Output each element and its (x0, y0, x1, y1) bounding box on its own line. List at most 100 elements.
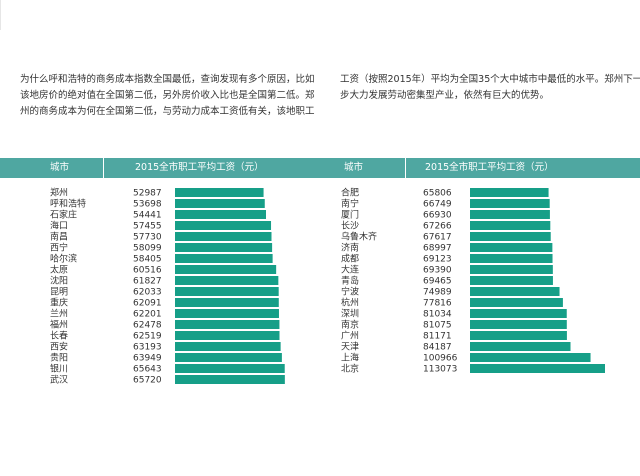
wage-value-label: 84187 (423, 343, 452, 353)
wage-bar (175, 331, 280, 340)
intro-line: 工资（按照2015年）平均为全国35个大中城市中最低的水平。郑州下一 (340, 74, 640, 85)
wage-bar (175, 243, 273, 252)
top-rule (0, 0, 640, 30)
wage-value-label: 68997 (423, 244, 452, 254)
wage-bar (470, 232, 551, 241)
wage-bar (470, 331, 567, 340)
wage-bar (175, 364, 285, 373)
wage-bar (175, 276, 279, 285)
intro-line: 该地房价的绝对值在全国第二低，另外房价收入比也是全国第二低。郑 (20, 90, 315, 101)
wage-value-label: 57730 (133, 233, 162, 243)
wage-value-label: 81075 (423, 321, 452, 331)
wage-bar (470, 309, 567, 318)
city-label: 石家庄 (50, 209, 77, 221)
wage-value-label: 62033 (133, 288, 162, 298)
city-label: 深圳 (341, 309, 359, 320)
wage-bar (470, 199, 550, 208)
intro-line: 步大力发展劳动密集型产业，依然有巨大的优势。 (340, 90, 550, 101)
wage-value-label: 52987 (133, 189, 162, 199)
intro-paragraph-right: 工资（按照2015年）平均为全国35个大中城市中最低的水平。郑州下一 步大力发展… (340, 72, 640, 104)
city-label: 宁波 (341, 286, 359, 298)
city-label: 贵阳 (50, 352, 68, 364)
wage-value-label: 77816 (423, 299, 452, 309)
city-label: 重庆 (50, 297, 68, 309)
wage-bar (175, 232, 272, 241)
wage-value-label: 69123 (423, 255, 452, 265)
wage-value-label: 62478 (133, 321, 162, 331)
wage-bar (470, 243, 553, 252)
wage-value-label: 69390 (423, 266, 452, 276)
wage-bar (470, 265, 553, 274)
wage-value-label: 62519 (133, 332, 162, 342)
wage-value-label: 65720 (133, 376, 162, 386)
city-label: 南宁 (341, 198, 359, 210)
wage-bar (175, 188, 264, 197)
header-wage-right: 2015全市职工平均工资（元） (425, 162, 554, 173)
wage-bar (470, 276, 553, 285)
wage-value-label: 67266 (423, 222, 452, 232)
wage-value-label: 81171 (423, 332, 452, 342)
intro-paragraph-left: 为什么呼和浩特的商务成本指数全国最低，查询发现有多个原因，比如 该地房价的绝对值… (20, 72, 320, 120)
city-label: 武汉 (50, 374, 68, 386)
wage-value-label: 66749 (423, 200, 452, 210)
header-divider (103, 158, 104, 178)
city-label: 海口 (50, 220, 68, 232)
city-label: 济南 (341, 242, 359, 254)
wage-bar (470, 298, 563, 307)
wage-value-label: 58405 (133, 255, 162, 265)
header-city-right: 城市 (344, 162, 364, 173)
wage-value-label: 61827 (133, 277, 162, 287)
city-label: 呼和浩特 (50, 198, 86, 210)
city-label: 沈阳 (50, 275, 68, 287)
city-label: 南昌 (50, 231, 68, 243)
header-wage-left: 2015全市职工平均工资（元） (135, 162, 264, 173)
header-city-left: 城市 (50, 162, 70, 173)
wage-value-label: 62091 (133, 299, 162, 309)
wage-bar (470, 254, 553, 263)
wage-bar (470, 353, 591, 362)
wage-bar (175, 287, 279, 296)
city-label: 兰州 (50, 308, 68, 320)
wage-value-label: 69465 (423, 277, 452, 287)
intro-line: 州的商务成本为何在全国第二低，与劳动力成本工资低有关，该地职工 (20, 106, 315, 117)
city-label: 上海 (341, 352, 359, 364)
wage-bar (175, 210, 266, 219)
wage-value-label: 54441 (133, 211, 162, 221)
wage-value-label: 58099 (133, 244, 162, 254)
city-label: 南京 (341, 319, 359, 331)
wage-value-label: 74989 (423, 288, 452, 298)
wage-bar (175, 320, 280, 329)
wage-bar (470, 221, 551, 230)
city-label: 杭州 (341, 297, 359, 309)
city-label: 银川 (50, 363, 68, 375)
wage-value-label: 62201 (133, 310, 162, 320)
wage-value-label: 66930 (423, 211, 452, 221)
wage-bar (175, 375, 285, 384)
wage-value-label: 53698 (133, 200, 162, 210)
wage-value-label: 57455 (133, 222, 162, 232)
header-divider (405, 158, 406, 178)
wage-bar (470, 320, 567, 329)
city-label: 乌鲁木齐 (341, 231, 377, 243)
city-label: 厦门 (341, 209, 359, 221)
city-label: 哈尔滨 (50, 253, 77, 265)
city-label: 大连 (341, 264, 359, 276)
wage-value-label: 100966 (423, 354, 458, 364)
wage-bar (470, 287, 560, 296)
intro-line: 为什么呼和浩特的商务成本指数全国最低，查询发现有多个原因，比如 (20, 74, 315, 85)
wage-bar (470, 364, 605, 373)
wage-bar (175, 199, 265, 208)
wage-value-label: 65806 (423, 189, 452, 199)
city-label: 广州 (341, 330, 359, 342)
city-label: 郑州 (50, 187, 68, 199)
wage-bar (470, 342, 571, 351)
wage-bar (175, 298, 279, 307)
city-label: 福州 (50, 319, 68, 331)
wage-bar (175, 342, 281, 351)
city-label: 长春 (50, 330, 68, 342)
wage-bar (175, 309, 279, 318)
city-label: 青岛 (341, 275, 359, 287)
city-label: 成都 (341, 253, 359, 265)
wage-bar (470, 210, 550, 219)
wage-bar (175, 254, 273, 263)
